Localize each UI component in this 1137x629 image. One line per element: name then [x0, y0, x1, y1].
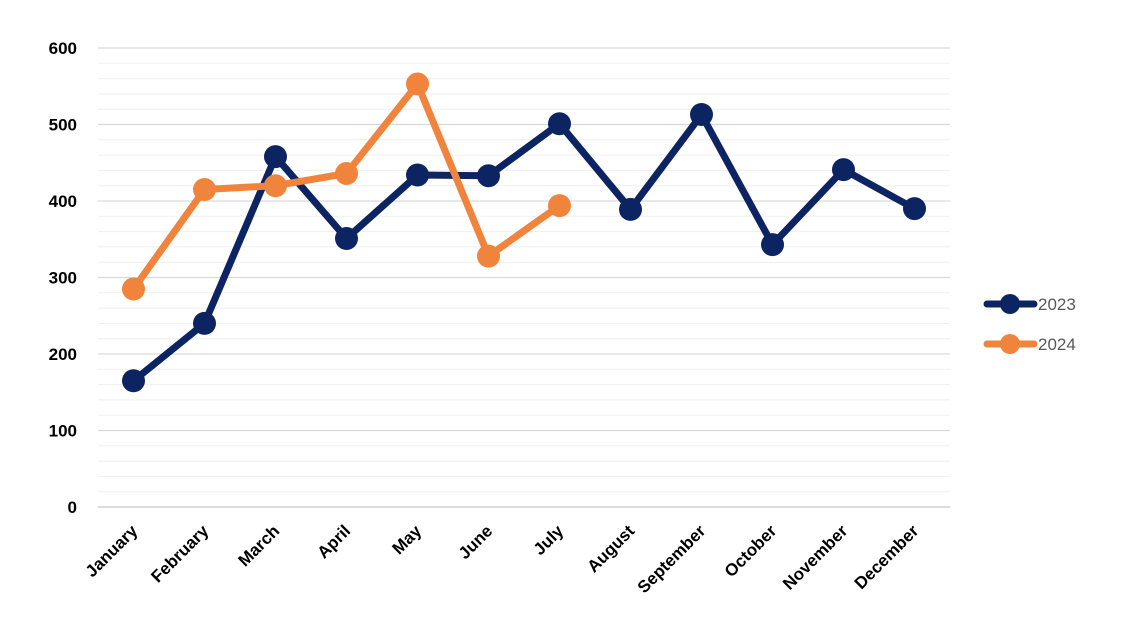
data-point	[335, 161, 358, 185]
series-lines	[122, 72, 926, 393]
data-point	[193, 311, 216, 335]
data-point	[122, 369, 145, 393]
data-point	[832, 158, 855, 182]
data-point	[406, 163, 429, 187]
data-point	[193, 178, 216, 202]
x-tick-label: September	[634, 521, 710, 597]
x-tick-label: June	[455, 521, 496, 562]
legend: 2023 2024	[983, 294, 1076, 354]
data-point	[122, 277, 145, 301]
data-point	[477, 164, 500, 188]
data-point	[335, 226, 358, 250]
x-tick-label: August	[583, 521, 638, 576]
legend-label: 2023	[1038, 295, 1076, 314]
x-tick-label: July	[530, 521, 568, 559]
x-tick-label: February	[147, 521, 212, 586]
y-tick-label: 600	[49, 39, 77, 58]
x-tick-label: March	[234, 521, 283, 570]
series-2023	[122, 103, 926, 393]
x-tick-label: November	[779, 521, 851, 593]
data-point	[903, 197, 926, 221]
x-tick-label: October	[721, 521, 781, 581]
y-tick-label: 500	[49, 116, 77, 135]
data-point	[548, 112, 571, 136]
y-tick-label: 400	[49, 192, 77, 211]
data-point	[761, 233, 784, 257]
legend-item-2023: 2023	[983, 294, 1076, 314]
data-point	[264, 174, 287, 198]
data-point	[477, 244, 500, 268]
x-axis-tick-labels: January February March April May June July Augu…	[82, 521, 923, 597]
data-point	[406, 72, 429, 96]
y-axis-tick-labels: 0 100 200 300 400 500 600	[49, 39, 77, 517]
y-tick-label: 0	[68, 498, 77, 517]
legend-marker	[1000, 294, 1020, 314]
y-tick-label: 200	[49, 345, 77, 364]
data-point	[548, 194, 571, 218]
y-tick-label: 300	[49, 269, 77, 288]
data-point	[264, 145, 287, 169]
x-tick-label: April	[314, 521, 355, 562]
series-line	[130, 111, 918, 385]
legend-item-2024: 2024	[983, 334, 1076, 354]
x-tick-label: January	[82, 521, 142, 581]
x-tick-label: December	[851, 521, 923, 593]
y-tick-label: 100	[49, 422, 77, 441]
data-point	[690, 103, 713, 127]
x-tick-label: May	[389, 521, 426, 558]
series-2024	[122, 72, 571, 301]
legend-label: 2024	[1038, 335, 1076, 354]
legend-marker	[1000, 334, 1020, 354]
data-point	[619, 197, 642, 221]
